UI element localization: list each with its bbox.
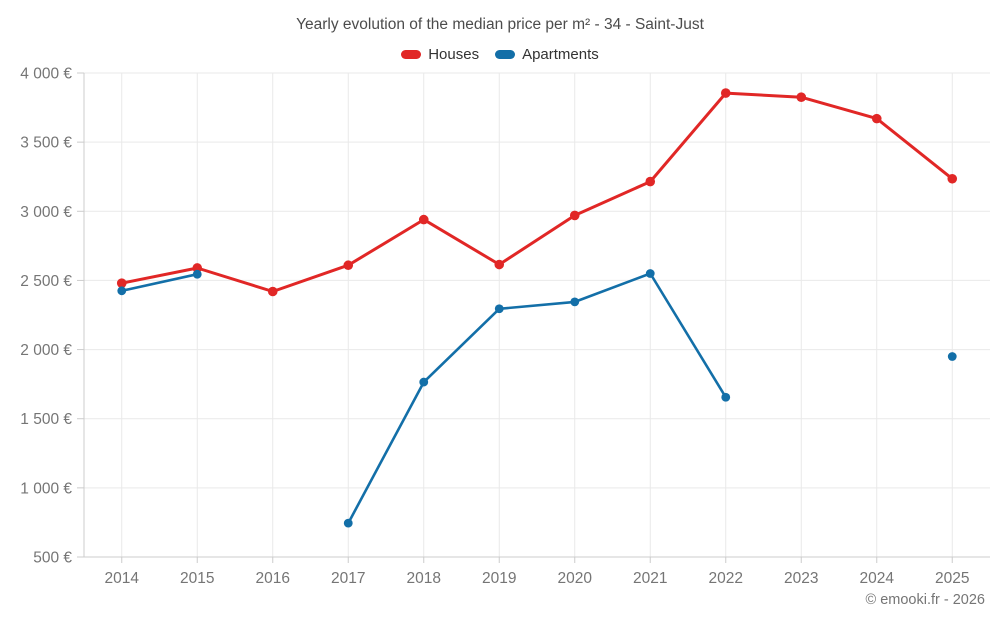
houses-point-2016[interactable] <box>267 286 278 297</box>
x-axis-label: 2020 <box>558 570 593 587</box>
apartments-point-2014[interactable] <box>117 286 127 296</box>
houses-point-2021[interactable] <box>645 176 656 187</box>
houses-point-2019[interactable] <box>494 259 505 270</box>
legend-item-apartments[interactable]: Apartments <box>495 46 599 63</box>
apartments-point-2022[interactable] <box>721 392 731 402</box>
houses-point-2022[interactable] <box>720 88 731 98</box>
x-axis-label: 2014 <box>105 570 140 587</box>
y-axis-label: 2 500 € <box>20 273 72 290</box>
houses-point-2020[interactable] <box>569 210 580 221</box>
y-axis-label: 3 000 € <box>20 204 72 221</box>
x-axis-label: 2021 <box>633 570 667 587</box>
houses-point-2024[interactable] <box>871 113 882 124</box>
houses-point-2023[interactable] <box>796 92 807 102</box>
apartments-point-2018[interactable] <box>419 377 429 387</box>
houses-point-2014[interactable] <box>116 278 127 288</box>
legend-label-houses: Houses <box>428 46 480 63</box>
x-axis-label: 2019 <box>482 570 516 587</box>
y-axis-label: 3 500 € <box>20 135 72 152</box>
houses-point-2015[interactable] <box>192 263 203 273</box>
houses-legend-marker-icon <box>401 50 422 59</box>
copyright-footer: © emooki.fr - 2026 <box>865 592 985 608</box>
chart-legend: Houses Apartments <box>0 46 1000 63</box>
apartments-point-2015[interactable] <box>192 269 202 279</box>
houses-point-2018[interactable] <box>418 214 429 225</box>
apartments-point-2020[interactable] <box>570 297 580 307</box>
apartments-point-2019[interactable] <box>494 304 504 314</box>
y-axis-label: 1 000 € <box>20 480 72 497</box>
apartments-legend-marker-icon <box>495 50 516 59</box>
chart-title: Yearly evolution of the median price per… <box>296 16 704 33</box>
x-axis-label: 2022 <box>709 570 743 587</box>
x-axis-label: 2017 <box>331 570 365 587</box>
apartments-series-line <box>122 274 953 524</box>
houses-point-2025[interactable] <box>947 173 958 184</box>
legend-item-houses[interactable]: Houses <box>401 46 479 63</box>
y-axis-label: 2 000 € <box>20 342 72 359</box>
legend-label-apartments: Apartments <box>522 46 599 63</box>
apartments-point-2025[interactable] <box>947 352 957 361</box>
x-axis-label: 2024 <box>860 570 895 587</box>
x-axis-label: 2015 <box>180 570 214 587</box>
houses-series-line <box>120 91 954 293</box>
x-axis-label: 2025 <box>935 570 969 587</box>
apartments-point-2017[interactable] <box>343 518 353 528</box>
y-axis-label: 500 € <box>33 550 72 567</box>
apartments-point-2021[interactable] <box>645 269 655 278</box>
x-axis-label: 2016 <box>256 570 290 587</box>
x-axis-label: 2023 <box>784 570 818 587</box>
y-axis-label: 1 500 € <box>20 411 72 428</box>
y-axis-label: 4 000 € <box>20 66 72 83</box>
houses-point-2017[interactable] <box>343 260 354 271</box>
x-axis-label: 2018 <box>407 570 441 587</box>
